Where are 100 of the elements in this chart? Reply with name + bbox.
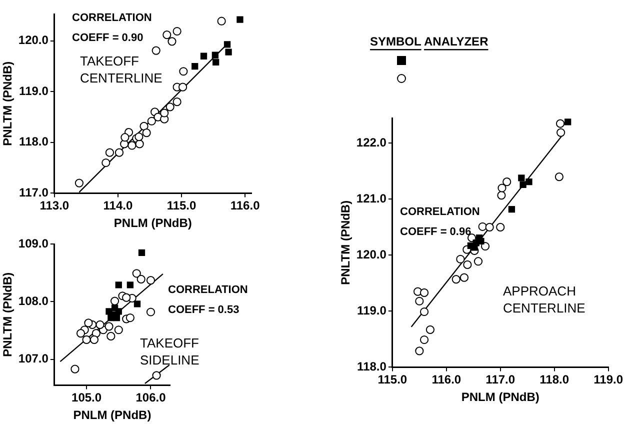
point: [74, 178, 84, 188]
y-tick-label: 109.0: [18, 236, 49, 250]
y-tick-label: 118.0: [19, 134, 49, 149]
point: [420, 288, 429, 298]
point: [172, 98, 182, 106]
text: SYMBOL: [370, 34, 422, 48]
point: [152, 371, 161, 380]
y-tick-label: 118.0: [357, 360, 387, 374]
y-tick-label: 108.0: [18, 294, 49, 308]
point: [172, 26, 182, 36]
y-tick-label: 119.0: [19, 84, 49, 98]
point: [134, 300, 141, 308]
x-tick-label: 106.0: [136, 390, 166, 405]
point: [178, 82, 188, 92]
point: [452, 274, 460, 284]
point: [82, 335, 91, 344]
x-tick-label: 114.0: [103, 198, 133, 213]
annotation: CORRELATION COEFF = 0.53: [168, 284, 248, 316]
point: [224, 41, 231, 48]
point: [556, 128, 566, 137]
point: [225, 48, 232, 56]
point: [236, 16, 244, 23]
y-tick-label: 120.0: [18, 33, 49, 48]
point: [138, 249, 146, 256]
text: ANALYZER: [424, 34, 489, 48]
point: [142, 128, 151, 138]
x-tick-label: 116.0: [230, 198, 260, 213]
point: [192, 62, 198, 70]
point: [126, 282, 134, 288]
point: [140, 122, 148, 130]
point: [508, 206, 516, 213]
point: [162, 30, 172, 40]
y-axis-title: PNLTM (PNdB): [0, 272, 15, 357]
point: [110, 296, 120, 306]
point: [460, 273, 469, 282]
point: [168, 37, 176, 46]
point: [179, 67, 188, 76]
point: [102, 158, 110, 168]
point: [105, 148, 114, 157]
point: [502, 178, 512, 186]
point: [420, 307, 429, 316]
point: [113, 314, 120, 322]
point: [485, 222, 494, 232]
x-axis-title: PNLM (PNdB): [114, 216, 192, 230]
point: [147, 116, 156, 126]
y-axis-title: PNLTM (PNdB): [338, 200, 353, 285]
x-tick-label: 116.0: [432, 372, 462, 387]
point: [115, 282, 122, 288]
point: [135, 140, 144, 148]
x-axis-title: PNLM (PNdB): [73, 408, 152, 422]
point: [132, 269, 141, 278]
point: [474, 257, 483, 266]
x-tick-label: 115.0: [378, 372, 408, 387]
annotation: APPROACH CENTERLINE: [503, 284, 586, 316]
point: [104, 322, 114, 331]
point: [415, 346, 424, 356]
point: [426, 325, 435, 334]
y-tick-label: 119.0: [357, 304, 387, 318]
y-tick-label: 107.0: [18, 352, 49, 366]
point: [160, 108, 169, 118]
point: [96, 320, 104, 329]
point: [166, 102, 174, 112]
point: [136, 274, 146, 284]
point: [108, 314, 114, 322]
point: [467, 234, 476, 242]
point: [84, 318, 93, 328]
point: [200, 52, 208, 60]
point: [115, 308, 122, 315]
x-tick-label: 115.0: [166, 198, 197, 213]
point: [212, 58, 220, 66]
point: [520, 181, 526, 188]
annotation: CORRELATION COEFF = 0.96: [400, 206, 480, 238]
x-tick-label: 105.0: [72, 390, 102, 405]
point: [463, 260, 472, 270]
y-tick-label: 121.0: [356, 192, 387, 206]
annotation: TAKEOFF SIDELINE: [140, 336, 200, 368]
point: [498, 184, 506, 192]
point: [70, 364, 80, 374]
point: [217, 16, 226, 26]
y-axis-title: PNLTM (PNdB): [0, 61, 15, 146]
point: [146, 276, 156, 285]
point: [554, 172, 564, 182]
point: [146, 308, 156, 316]
point: [518, 174, 525, 182]
point: [122, 293, 131, 302]
point: [478, 222, 487, 231]
point: [114, 148, 124, 157]
point: [126, 313, 134, 322]
x-axis-title: PNLM (PNdB): [461, 390, 540, 404]
point: [420, 335, 429, 344]
point: [152, 46, 160, 55]
point: [106, 332, 116, 341]
x-tick-label: 119.0: [594, 372, 624, 387]
y-tick-label: 117.0: [19, 186, 49, 200]
point: [480, 242, 490, 251]
point: [114, 326, 123, 334]
annotation: CORRELATION COEFF = 0.90: [72, 12, 152, 44]
point: [415, 296, 424, 306]
y-tick-label: 120.0: [356, 248, 387, 262]
x-tick-label: 118.0: [540, 372, 570, 387]
